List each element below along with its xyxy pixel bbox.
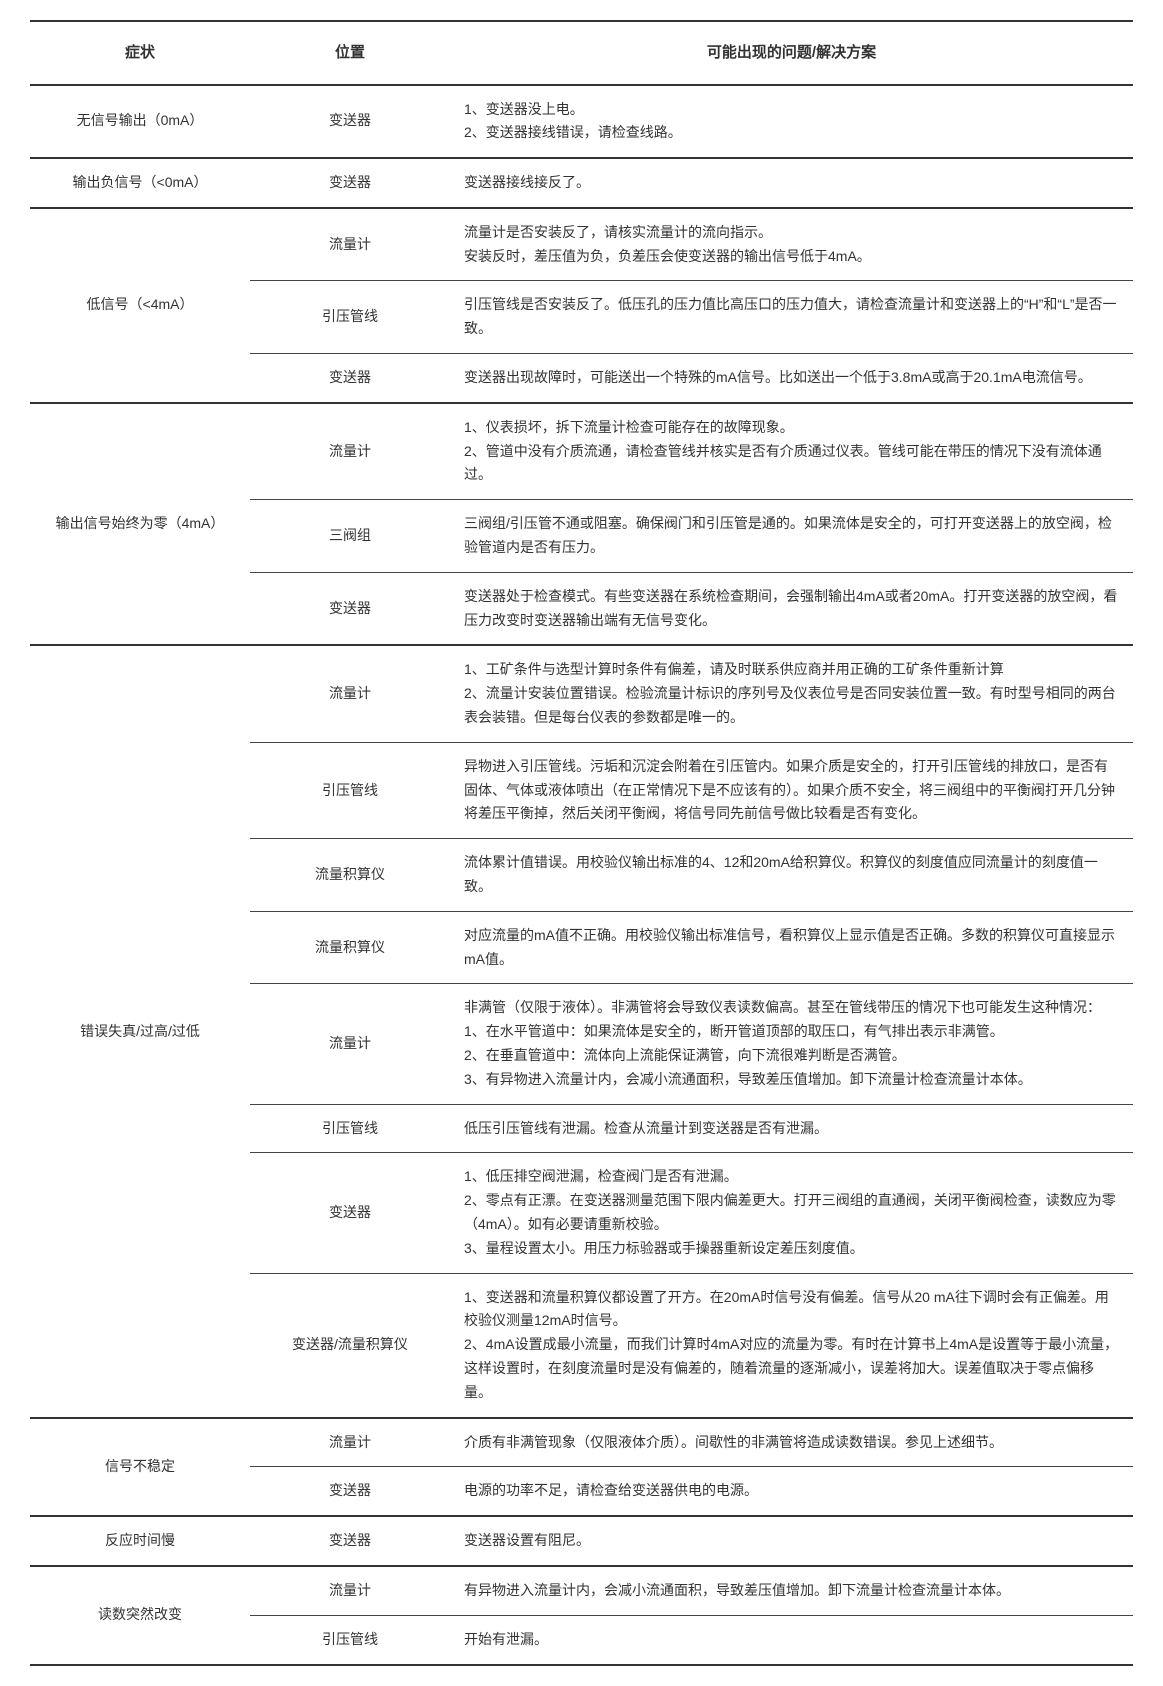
symptom-cell: 反应时间慢 <box>30 1516 250 1566</box>
location-cell: 流量计 <box>250 984 450 1104</box>
location-cell: 变送器 <box>250 572 450 645</box>
solution-line: 引压管线是否安装反了。低压孔的压力值比高压口的压力值大，请检查流量计和变送器上的… <box>464 293 1119 341</box>
solution-line: 开始有泄漏。 <box>464 1628 1119 1652</box>
symptom-cell: 读数突然改变 <box>30 1566 250 1665</box>
troubleshooting-table: 症状 位置 可能出现的问题/解决方案 无信号输出（0mA）变送器1、变送器没上电… <box>30 20 1133 1666</box>
symptom-cell: 输出信号始终为零（4mA） <box>30 403 250 646</box>
solution-line: 1、变送器和流量积算仪都设置了开方。在20mA时信号没有偏差。信号从20 mA往… <box>464 1286 1119 1334</box>
location-cell: 引压管线 <box>250 1615 450 1664</box>
location-cell: 变送器 <box>250 85 450 159</box>
solution-cell: 1、变送器没上电。2、变送器接线错误，请检查线路。 <box>450 85 1133 159</box>
solution-line: 1、仪表损坏，拆下流量计检查可能存在的故障现象。 <box>464 416 1119 440</box>
solution-cell: 对应流量的mA值不正确。用校验仪输出标准信号，看积算仪上显示值是否正确。多数的积… <box>450 911 1133 984</box>
symptom-cell: 低信号（<4mA） <box>30 208 250 403</box>
solution-cell: 流量计是否安装反了，请核实流量计的流向指示。安装反时，差压值为负，负差压会使变送… <box>450 208 1133 281</box>
solution-cell: 非满管（仅限于液体）。非满管将会导致仪表读数偏高。甚至在管线带压的情况下也可能发… <box>450 984 1133 1104</box>
solution-line: 2、流量计安装位置错误。检验流量计标识的序列号及仪表位号是否同安装位置一致。有时… <box>464 682 1119 730</box>
solution-cell: 引压管线是否安装反了。低压孔的压力值比高压口的压力值大，请检查流量计和变送器上的… <box>450 281 1133 354</box>
location-cell: 流量计 <box>250 645 450 742</box>
location-cell: 三阀组 <box>250 500 450 573</box>
table-row: 输出负信号（<0mA）变送器变送器接线接反了。 <box>30 158 1133 208</box>
table-row: 读数突然改变流量计有异物进入流量计内，会减小流通面积，导致差压值增加。卸下流量计… <box>30 1566 1133 1615</box>
location-cell: 引压管线 <box>250 1104 450 1153</box>
table-row: 错误失真/过高/过低流量计1、工矿条件与选型计算时条件有偏差，请及时联系供应商并… <box>30 645 1133 742</box>
location-cell: 变送器 <box>250 1153 450 1273</box>
col-header-symptom: 症状 <box>30 21 250 85</box>
table-row: 无信号输出（0mA）变送器1、变送器没上电。2、变送器接线错误，请检查线路。 <box>30 85 1133 159</box>
solution-line: 变送器接线接反了。 <box>464 171 1119 195</box>
col-header-solution: 可能出现的问题/解决方案 <box>450 21 1133 85</box>
solution-line: 流体累计值错误。用校验仪输出标准的4、12和20mA给积算仪。积算仪的刻度值应同… <box>464 851 1119 899</box>
solution-line: 2、4mA设置成最小流量，而我们计算时4mA对应的流量为零。有时在计算书上4mA… <box>464 1333 1119 1404</box>
solution-line: 1、低压排空阀泄漏，检查阀门是否有泄漏。 <box>464 1165 1119 1189</box>
solution-line: 变送器设置有阻尼。 <box>464 1529 1119 1553</box>
solution-line: 2、管道中没有介质流通，请检查管线并核实是否有介质通过仪表。管线可能在带压的情况… <box>464 440 1119 488</box>
table-row: 反应时间慢变送器变送器设置有阻尼。 <box>30 1516 1133 1566</box>
location-cell: 流量计 <box>250 208 450 281</box>
solution-line: 3、量程设置太小。用压力标验器或手操器重新设定差压刻度值。 <box>464 1237 1119 1261</box>
solution-cell: 变送器出现故障时，可能送出一个特殊的mA信号。比如送出一个低于3.8mA或高于2… <box>450 354 1133 403</box>
location-cell: 流量计 <box>250 1566 450 1615</box>
location-cell: 流量积算仪 <box>250 839 450 912</box>
symptom-cell: 输出负信号（<0mA） <box>30 158 250 208</box>
solution-line: 三阀组/引压管不通或阻塞。确保阀门和引压管是通的。如果流体是安全的，可打开变送器… <box>464 512 1119 560</box>
location-cell: 变送器 <box>250 1467 450 1516</box>
table-row: 低信号（<4mA）流量计流量计是否安装反了，请核实流量计的流向指示。安装反时，差… <box>30 208 1133 281</box>
solution-line: 对应流量的mA值不正确。用校验仪输出标准信号，看积算仪上显示值是否正确。多数的积… <box>464 924 1119 972</box>
solution-line: 3、有异物进入流量计内，会减小流通面积，导致差压值增加。卸下流量计检查流量计本体… <box>464 1068 1119 1092</box>
table-row: 输出信号始终为零（4mA）流量计1、仪表损坏，拆下流量计检查可能存在的故障现象。… <box>30 403 1133 500</box>
location-cell: 变送器 <box>250 1516 450 1566</box>
solution-line: 变送器处于检查模式。有些变送器在系统检查期间，会强制输出4mA或者20mA。打开… <box>464 585 1119 633</box>
location-cell: 变送器 <box>250 158 450 208</box>
solution-line: 1、在水平管道中：如果流体是安全的，断开管道顶部的取压口，有气排出表示非满管。 <box>464 1020 1119 1044</box>
solution-line: 变送器出现故障时，可能送出一个特殊的mA信号。比如送出一个低于3.8mA或高于2… <box>464 366 1119 390</box>
table-row: 信号不稳定流量计介质有非满管现象（仅限液体介质）。间歇性的非满管将造成读数错误。… <box>30 1418 1133 1467</box>
solution-cell: 变送器接线接反了。 <box>450 158 1133 208</box>
symptom-cell: 信号不稳定 <box>30 1418 250 1517</box>
solution-cell: 异物进入引压管线。污垢和沉淀会附着在引压管内。如果介质是安全的，打开引压管线的排… <box>450 742 1133 838</box>
solution-cell: 开始有泄漏。 <box>450 1615 1133 1664</box>
solution-line: 介质有非满管现象（仅限液体介质）。间歇性的非满管将造成读数错误。参见上述细节。 <box>464 1431 1119 1455</box>
solution-cell: 低压引压管线有泄漏。检查从流量计到变送器是否有泄漏。 <box>450 1104 1133 1153</box>
solution-line: 低压引压管线有泄漏。检查从流量计到变送器是否有泄漏。 <box>464 1117 1119 1141</box>
solution-cell: 介质有非满管现象（仅限液体介质）。间歇性的非满管将造成读数错误。参见上述细节。 <box>450 1418 1133 1467</box>
solution-line: 2、在垂直管道中：流体向上流能保证满管，向下流很难判断是否满管。 <box>464 1044 1119 1068</box>
location-cell: 流量计 <box>250 403 450 500</box>
solution-cell: 三阀组/引压管不通或阻塞。确保阀门和引压管是通的。如果流体是安全的，可打开变送器… <box>450 500 1133 573</box>
solution-cell: 变送器设置有阻尼。 <box>450 1516 1133 1566</box>
solution-cell: 1、低压排空阀泄漏，检查阀门是否有泄漏。2、零点有正漂。在变送器测量范围下限内偏… <box>450 1153 1133 1273</box>
solution-line: 安装反时，差压值为负，负差压会使变送器的输出信号低于4mA。 <box>464 245 1119 269</box>
solution-line: 2、零点有正漂。在变送器测量范围下限内偏差更大。打开三阀组的直通阀，关闭平衡阀检… <box>464 1189 1119 1237</box>
solution-cell: 1、变送器和流量积算仪都设置了开方。在20mA时信号没有偏差。信号从20 mA往… <box>450 1273 1133 1417</box>
location-cell: 变送器/流量积算仪 <box>250 1273 450 1417</box>
col-header-location: 位置 <box>250 21 450 85</box>
solution-cell: 有异物进入流量计内，会减小流通面积，导致差压值增加。卸下流量计检查流量计本体。 <box>450 1566 1133 1615</box>
solution-line: 非满管（仅限于液体）。非满管将会导致仪表读数偏高。甚至在管线带压的情况下也可能发… <box>464 996 1119 1020</box>
symptom-cell: 无信号输出（0mA） <box>30 85 250 159</box>
symptom-cell: 错误失真/过高/过低 <box>30 645 250 1417</box>
location-cell: 引压管线 <box>250 281 450 354</box>
solution-cell: 变送器处于检查模式。有些变送器在系统检查期间，会强制输出4mA或者20mA。打开… <box>450 572 1133 645</box>
location-cell: 流量计 <box>250 1418 450 1467</box>
solution-cell: 1、工矿条件与选型计算时条件有偏差，请及时联系供应商并用正确的工矿条件重新计算2… <box>450 645 1133 742</box>
solution-cell: 电源的功率不足，请检查给变送器供电的电源。 <box>450 1467 1133 1516</box>
solution-line: 流量计是否安装反了，请核实流量计的流向指示。 <box>464 221 1119 245</box>
solution-cell: 流体累计值错误。用校验仪输出标准的4、12和20mA给积算仪。积算仪的刻度值应同… <box>450 839 1133 912</box>
solution-cell: 1、仪表损坏，拆下流量计检查可能存在的故障现象。2、管道中没有介质流通，请检查管… <box>450 403 1133 500</box>
location-cell: 流量积算仪 <box>250 911 450 984</box>
solution-line: 异物进入引压管线。污垢和沉淀会附着在引压管内。如果介质是安全的，打开引压管线的排… <box>464 755 1119 826</box>
solution-line: 2、变送器接线错误，请检查线路。 <box>464 121 1119 145</box>
location-cell: 变送器 <box>250 354 450 403</box>
solution-line: 1、变送器没上电。 <box>464 98 1119 122</box>
solution-line: 有异物进入流量计内，会减小流通面积，导致差压值增加。卸下流量计检查流量计本体。 <box>464 1579 1119 1603</box>
solution-line: 1、工矿条件与选型计算时条件有偏差，请及时联系供应商并用正确的工矿条件重新计算 <box>464 658 1119 682</box>
location-cell: 引压管线 <box>250 742 450 838</box>
solution-line: 电源的功率不足，请检查给变送器供电的电源。 <box>464 1479 1119 1503</box>
